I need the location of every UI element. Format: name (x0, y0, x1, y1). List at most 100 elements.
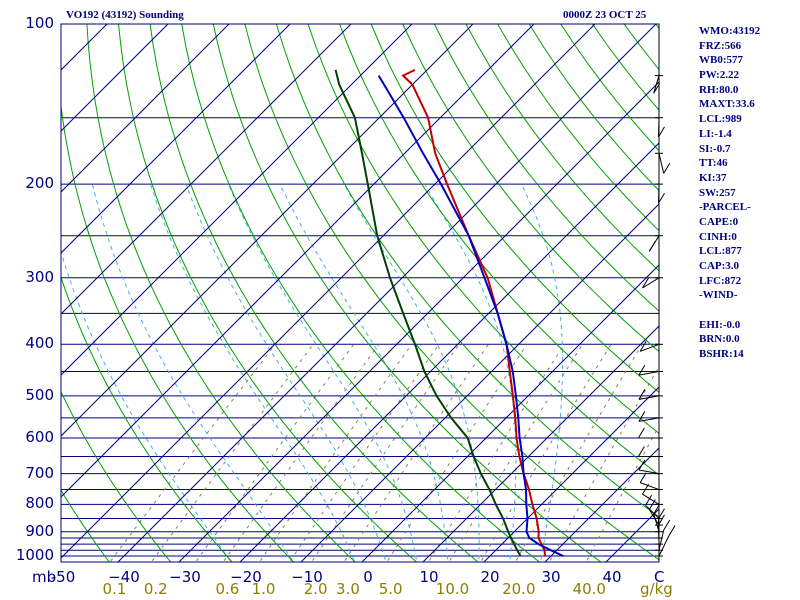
wind-barb-flag (658, 508, 665, 520)
index-row: WMO:43192 (699, 25, 761, 37)
dry-adiabat (61, 390, 172, 562)
sounding-title: VO192 (43192) Sounding (66, 9, 184, 21)
mixing-ratio-tick-label: 3.0 (336, 580, 360, 598)
mixing-ratio-line (386, 344, 528, 562)
wind-barb (645, 495, 663, 519)
isotherm-line (117, 24, 657, 562)
wind-barb-flag (658, 126, 665, 138)
pressure-tick-label: 200 (25, 174, 54, 193)
wind-barb-flag (663, 519, 671, 531)
wind-barb (639, 472, 663, 491)
wind-barb-staff (658, 153, 665, 174)
index-panel: WMO:43192 FRZ:566 WB0:577 PW:2.22 RH:80.0 MAX… (699, 24, 799, 362)
wind-barb (637, 427, 663, 439)
dry-adiabat (212, 24, 602, 562)
mixing-ratio-line (109, 343, 276, 562)
temperature-tick-label: −20 (230, 568, 262, 586)
mixing-ratio-tick-label: 2.0 (303, 580, 328, 598)
wind-barb-flag (648, 241, 656, 252)
sounding-profiles (334, 68, 564, 557)
dry-adiabat (244, 24, 659, 561)
wind-barb-staff (645, 504, 660, 519)
pressure-tick-label: 700 (25, 463, 54, 482)
wind-barb-flag (663, 163, 671, 174)
mixing-ratio-line (585, 425, 659, 562)
wind-barb-flag (653, 503, 661, 515)
index-row: LCL:989 (699, 113, 742, 126)
moist-adiabat (279, 183, 449, 562)
index-row: PW:2.22 (699, 69, 740, 82)
wind-barb-staff (642, 493, 660, 505)
wind-barb (655, 183, 665, 204)
temperature-tick-label: 40 (602, 568, 622, 586)
wind-barb-staff (648, 509, 660, 526)
index-row: BRN:0.0 (699, 333, 740, 346)
wind-barb-flag (639, 472, 647, 483)
wind-barb (655, 117, 665, 138)
mixing-ratio-line (311, 344, 460, 562)
wind-barbs (637, 75, 676, 557)
isotherm-lines (61, 24, 659, 562)
wind-barb-flag (645, 495, 653, 506)
temperature-unit-label: C (654, 568, 665, 586)
wind-barb (638, 459, 663, 475)
temperature-tick-label: -50 (50, 568, 76, 586)
wind-barb-flag (642, 483, 649, 495)
pressure-tick-label: 300 (25, 267, 54, 286)
index-row: SW:257 (699, 186, 736, 199)
sounding-time: 0000Z 23 OCT 25 (563, 9, 647, 21)
wind-barb-staff (640, 343, 660, 352)
dry-adiabat (181, 24, 541, 562)
isotherm-line (61, 24, 352, 315)
dry-adiabat (307, 24, 659, 476)
wind-barb-staff (658, 518, 660, 539)
isotherm-line (239, 142, 659, 562)
dry-adiabat (149, 24, 479, 562)
mixing-ratio-tick-label: 10.0 (435, 580, 470, 598)
wind-barb-flag (637, 446, 645, 457)
mixing-ratio-line (514, 344, 643, 562)
index-row: SI:-0.7 (699, 142, 731, 155)
pressure-tick-label: 1000 (15, 546, 54, 564)
wind-barb-staff (658, 529, 665, 551)
pressure-tick-label: 400 (25, 334, 54, 353)
pressure-unit-label: mb (32, 568, 57, 586)
index-row: BSHR:14 (699, 348, 744, 361)
isotherm-line (61, 24, 169, 132)
wind-barb-staff (653, 75, 660, 94)
mixing-ratio-tick-label: 20.0 (502, 580, 536, 598)
mixing-ratio-line (195, 344, 355, 562)
parcel-trace (377, 75, 564, 557)
wind-barb-staff (658, 117, 660, 137)
wind-barb-flag (638, 364, 646, 376)
wind-barb (638, 389, 663, 400)
wind-barb (638, 364, 663, 376)
dry-adiabat (402, 24, 659, 353)
isotherm-line (300, 203, 659, 562)
wind-barb-staff (638, 371, 660, 376)
pressure-tick-label: 900 (25, 521, 54, 540)
wind-barb-staff (638, 469, 660, 475)
mixing-ratio-line (343, 344, 489, 562)
isotherm-line (422, 325, 659, 562)
dry-adiabat (61, 275, 233, 562)
temperature-tick-label: −40 (108, 568, 140, 586)
dry-adiabat (117, 24, 418, 562)
wind-barb-flag (637, 427, 645, 439)
mixing-ratio-tick-label: 5.0 (378, 580, 403, 598)
moist-adiabat (343, 183, 480, 562)
isotherm-line (61, 24, 474, 437)
index-row: LFC:872 (699, 274, 742, 287)
temperature-tick-label: 20 (480, 568, 500, 586)
moist-adiabat (228, 183, 418, 562)
index-row: CINH:0 (699, 230, 737, 243)
index-row: WB0:577 (699, 54, 743, 67)
isotherm-line (178, 81, 659, 562)
wind-barb-staff (642, 277, 660, 289)
wind-barb (648, 235, 663, 252)
dry-adiabat (370, 24, 659, 393)
mixing-ratio-line (150, 343, 314, 562)
index-row: KI:37 (699, 171, 727, 184)
dry-adiabat (61, 102, 295, 562)
dry-adiabat (86, 24, 356, 562)
